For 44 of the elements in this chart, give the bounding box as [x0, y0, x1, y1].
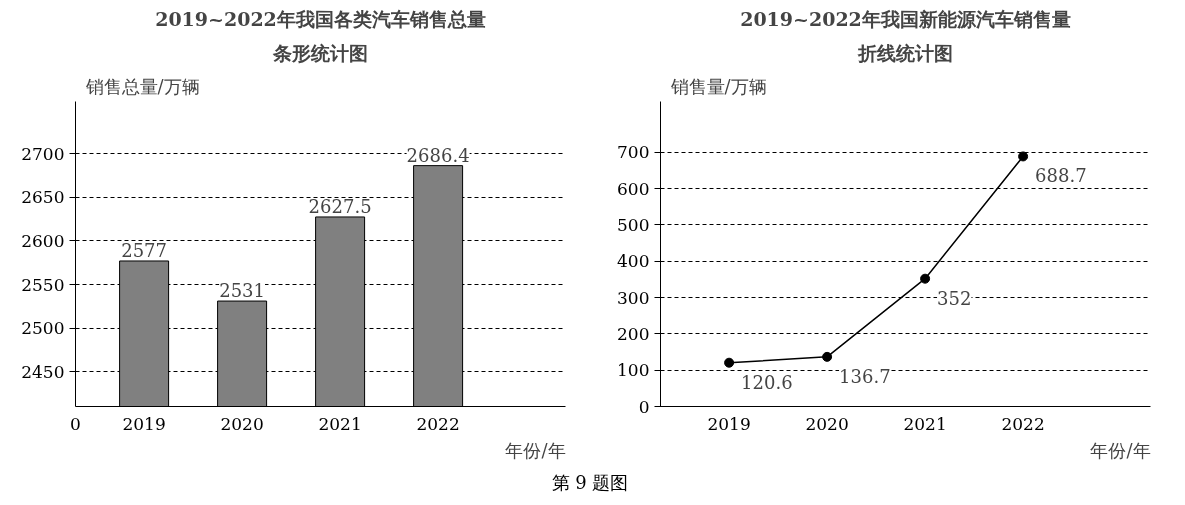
y-tick-label: 200: [617, 323, 650, 344]
y-tick-label: 600: [617, 178, 650, 199]
x-tick-label: 2022: [416, 413, 460, 434]
data-label: 136.7: [839, 365, 891, 387]
y-tick-label: 0: [638, 396, 650, 417]
point: [1018, 151, 1029, 162]
y-tick-label: 2500: [21, 318, 65, 339]
text: 第 9 题图: [551, 471, 629, 495]
point: [920, 273, 931, 284]
y-tick-label: 2600: [21, 230, 65, 251]
y-tick-label: 400: [617, 251, 650, 272]
chart-title: 2019~2022年我国各类汽车销售总量: [155, 7, 486, 30]
y-tick-label: 2450: [21, 361, 65, 382]
y-tick-label: 700: [617, 142, 650, 163]
data-label: 352: [937, 287, 972, 309]
data-label: 2577: [121, 239, 168, 261]
y-tick-label: 500: [617, 214, 650, 235]
data-label: 2531: [219, 280, 266, 302]
y-axis-title: 销售量/万辆: [669, 75, 767, 97]
x-tick-label: 2020: [220, 413, 264, 434]
chart-subtitle: 折线统计图: [857, 41, 953, 64]
data-label: 2627.5: [308, 195, 372, 217]
point: [822, 351, 833, 362]
point: [724, 357, 735, 368]
chart-subtitle: 条形统计图: [272, 41, 368, 64]
chart-title: 2019~2022年我国新能源汽车销售量: [740, 7, 1071, 30]
data-label: 2686.4: [406, 144, 470, 166]
text: 0: [70, 413, 81, 434]
x-tick-label: 2019: [707, 413, 751, 434]
y-tick-label: 2650: [21, 187, 65, 208]
x-tick-label: 2020: [805, 413, 849, 434]
x-tick-label: 2022: [1001, 413, 1045, 434]
x-axis-title: 年份/年: [1090, 439, 1151, 461]
y-tick-label: 2700: [21, 143, 65, 164]
x-axis-title: 年份/年: [505, 439, 566, 461]
y-tick-label: 300: [617, 287, 650, 308]
y-tick-label: 2550: [21, 274, 65, 295]
x-tick-label: 2019: [122, 413, 166, 434]
x-tick-label: 2021: [903, 413, 947, 434]
data-label: 120.6: [741, 371, 793, 393]
x-tick-label: 2021: [318, 413, 362, 434]
y-tick-label: 100: [617, 360, 650, 381]
y-axis-title: 销售总量/万辆: [84, 75, 200, 97]
data-label: 688.7: [1035, 165, 1087, 187]
